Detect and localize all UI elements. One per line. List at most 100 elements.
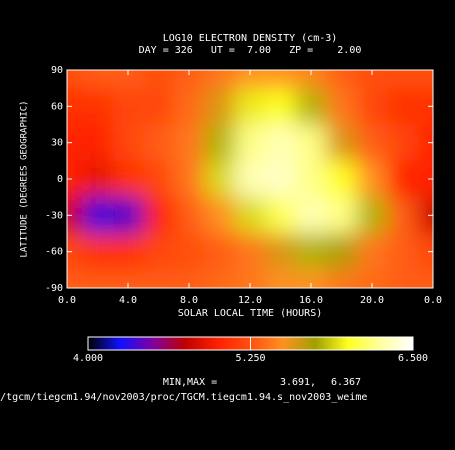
heat-cell [326,124,358,162]
x-tick-label: 4.0 [119,295,137,306]
heat-cell [417,233,433,271]
y-tick-label: 30 [51,138,63,149]
heat-cell [265,160,297,198]
y-tick-label: 60 [51,101,63,112]
heat-cell [356,233,388,271]
heat-cell [67,233,83,271]
heat-cell [234,160,266,198]
heat-cell [173,197,205,234]
heat-cell [234,269,266,288]
heat-cell [356,160,388,198]
heat-cell [67,88,83,125]
colorbar-tick-label: 6.500 [398,353,428,364]
heat-cell [82,233,114,271]
heat-cell [173,70,205,89]
x-tick-label: 16.0 [299,295,323,306]
heat-cell [295,88,327,125]
min-label: 3.691, [280,377,316,388]
heat-cell [387,88,419,125]
heat-cell [265,70,297,89]
max-label: 6.367 [331,377,361,388]
heat-cell [234,124,266,162]
heat-cell [143,269,175,288]
y-tick-label: -30 [45,210,63,221]
heat-cell [417,197,433,234]
colorbar-tick-label: 4.000 [73,353,103,364]
heat-cell [356,70,388,89]
heat-cell [143,70,175,89]
heatmap [67,70,433,288]
heat-cell [204,70,236,89]
heat-cell [326,70,358,89]
heat-cell [173,88,205,125]
x-axis-label: SOLAR LOCAL TIME (HOURS) [178,308,323,319]
heat-cell [204,269,236,288]
x-tick-label: 0.0 [58,295,76,306]
heat-cell [295,197,327,234]
heat-cell [112,70,144,89]
heat-cell [173,124,205,162]
heat-cell [143,233,175,271]
heat-cell [82,88,114,125]
heat-cell [204,197,236,234]
heat-cell [67,197,83,234]
file-path: /aim2/tgcm/tiegcm1.94/nov2003/proc/TGCM.… [0,392,367,403]
heat-cell [82,70,114,89]
chart-subtitle: DAY = 326 UT = 7.00 ZP = 2.00 [139,45,362,56]
heat-cell [417,124,433,162]
heat-cell [295,233,327,271]
heat-cell [112,88,144,125]
heat-cell [173,160,205,198]
heat-cell [234,197,266,234]
heat-cell [295,70,327,89]
heat-cell [112,160,144,198]
heatmap-cells [67,70,433,288]
x-tick-label: 20.0 [360,295,384,306]
heat-cell [234,88,266,125]
heat-cell [417,70,433,89]
x-tick-label: 0.0 [424,295,442,306]
heat-cell [112,124,144,162]
heat-cell [112,233,144,271]
heat-cell [295,269,327,288]
heat-cell [143,124,175,162]
y-tick-label: -60 [45,247,63,258]
heat-cell [326,197,358,234]
heat-cell [82,269,114,288]
y-tick-label: 0 [57,174,63,185]
heat-cell [356,197,388,234]
y-tick-label: 90 [51,65,63,76]
heat-cell [67,269,83,288]
heat-cell [265,269,297,288]
heat-cell [356,124,388,162]
heat-cell [387,124,419,162]
heat-cell [112,269,144,288]
x-tick-label: 12.0 [238,295,262,306]
heat-cell [387,160,419,198]
heat-cell [326,269,358,288]
heat-cell [143,197,175,234]
y-axis-label: LATITUDE (DEGREES GEOGRAPHIC) [20,100,30,257]
heat-cell [143,160,175,198]
heat-cell [234,233,266,271]
heat-cell [143,88,175,125]
heat-cell [112,197,144,234]
heat-cell [265,233,297,271]
heat-cell [204,233,236,271]
heat-cell [417,88,433,125]
heat-cell [67,70,83,89]
heat-cell [234,70,266,89]
x-tick-label: 8.0 [180,295,198,306]
heat-cell [67,124,83,162]
y-tick-label: -90 [45,283,63,294]
heat-cell [204,88,236,125]
heat-cell [387,197,419,234]
heat-cell [295,160,327,198]
heat-cell [295,124,327,162]
heat-cell [265,88,297,125]
minmax-label: MIN,MAX = [163,377,217,388]
heat-cell [82,160,114,198]
heat-cell [265,124,297,162]
heat-cell [67,160,83,198]
